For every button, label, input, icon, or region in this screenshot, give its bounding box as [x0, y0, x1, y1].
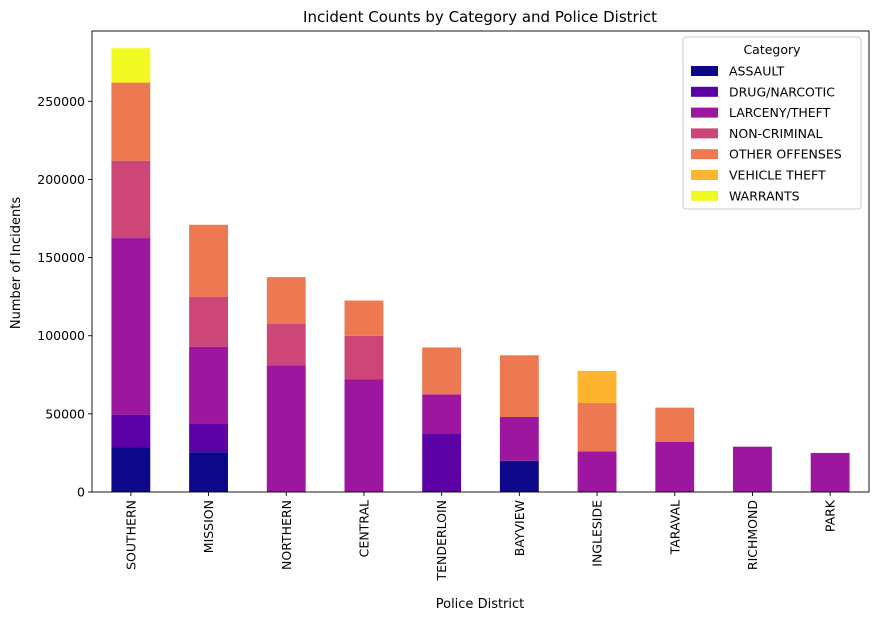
x-tick-label-mission: MISSION	[201, 500, 216, 553]
bar-segment-ingleside-other-offenses	[577, 402, 617, 452]
x-tick-label-tenderloin: TENDERLOIN	[434, 500, 449, 582]
bar-segment-tenderloin-other-offenses	[422, 347, 462, 395]
bar-segment-northern-non-criminal	[266, 324, 306, 366]
legend-swatch	[691, 128, 718, 139]
bar-segment-bayview-other-offenses	[499, 355, 539, 417]
bar-segment-bayview-larceny-theft	[499, 416, 539, 461]
x-tick-label-taraval: TARAVAL	[667, 500, 682, 555]
x-tick-label-ingleside: INGLESIDE	[590, 500, 605, 567]
bar-segment-mission-larceny-theft	[189, 346, 228, 424]
bar-segment-taraval-other-offenses	[655, 407, 695, 442]
plot-area: 0 50000 100000 150000 200000 250000 SOUTHERN MI…	[37, 30, 870, 582]
x-tick-label-richmond: RICHMOND	[745, 500, 760, 570]
legend-swatch	[691, 66, 718, 76]
bar-segment-central-non-criminal	[344, 335, 384, 380]
y-tick-label: 150000	[37, 250, 85, 265]
y-tick-label: 50000	[45, 406, 85, 421]
bar-segment-mission-other-offenses	[189, 224, 228, 297]
x-axis-label: Police District	[436, 597, 525, 612]
y-tick-label: 0	[77, 485, 85, 500]
y-tick-label: 250000	[37, 94, 85, 109]
legend-swatch	[691, 107, 718, 118]
bar-segment-mission-non-criminal	[189, 296, 228, 347]
legend-swatch	[691, 190, 718, 201]
bar-segment-southern-non-criminal	[111, 160, 151, 239]
y-axis-label: Number of Incidents	[9, 197, 24, 329]
bar-segment-taraval-larceny-theft	[655, 441, 695, 492]
legend-title: Category	[743, 42, 801, 57]
y-tick-label: 100000	[37, 328, 85, 343]
bar-segment-richmond-larceny-theft	[733, 446, 772, 492]
legend-label: ASSAULT	[729, 64, 785, 79]
bar-segment-bayview-assault	[499, 460, 539, 492]
x-tick-label-southern: SOUTHERN	[123, 500, 138, 570]
x-tick-label-park: PARK	[823, 499, 838, 532]
plot-frame	[91, 30, 870, 493]
bar-segment-park-larceny-theft	[810, 452, 850, 492]
bar-segment-tenderloin-drug-narcotic	[422, 433, 462, 492]
legend-label: DRUG/NARCOTIC	[729, 84, 835, 99]
bar-segment-southern-larceny-theft	[111, 238, 151, 415]
legend-swatch	[691, 86, 718, 97]
x-tick-label-northern: NORTHERN	[279, 500, 294, 570]
legend-label: NON-CRIMINAL	[729, 126, 823, 141]
x-tick-label-bayview: BAYVIEW	[512, 500, 527, 556]
bar-segment-southern-drug-narcotic	[111, 414, 151, 448]
bar-segment-ingleside-larceny-theft	[577, 451, 617, 492]
legend-label: WARRANTS	[729, 188, 800, 203]
bar-segment-ingleside-vehicle-theft	[577, 370, 617, 403]
legend-swatch	[691, 170, 718, 180]
legend: Category ASSAULT DRUG/NARCOTIC LARCENY/THEF…	[682, 36, 862, 210]
bar-segment-northern-larceny-theft	[266, 365, 306, 492]
bar-segment-southern-other-offenses	[111, 82, 151, 161]
legend-swatch	[691, 149, 718, 160]
legend-label: OTHER OFFENSES	[729, 147, 842, 162]
y-tick-label: 200000	[37, 172, 85, 187]
bar-segment-northern-other-offenses	[266, 277, 306, 325]
bar-segment-southern-warrants	[111, 48, 151, 83]
x-tick-label-central: CENTRAL	[356, 500, 371, 557]
bar-segment-tenderloin-larceny-theft	[422, 394, 462, 434]
bar-segment-mission-drug-narcotic	[189, 423, 228, 453]
legend-label: LARCENY/THEFT	[729, 105, 831, 120]
bar-segment-central-other-offenses	[344, 300, 384, 336]
bar-segment-southern-assault	[111, 447, 151, 492]
bar-segment-central-larceny-theft	[344, 379, 384, 492]
bar-segment-mission-assault	[189, 452, 228, 492]
legend-label: VEHICLE THEFT	[729, 168, 826, 183]
chart-title: Incident Counts by Category and Police D…	[303, 8, 657, 26]
legend-box	[682, 36, 862, 210]
